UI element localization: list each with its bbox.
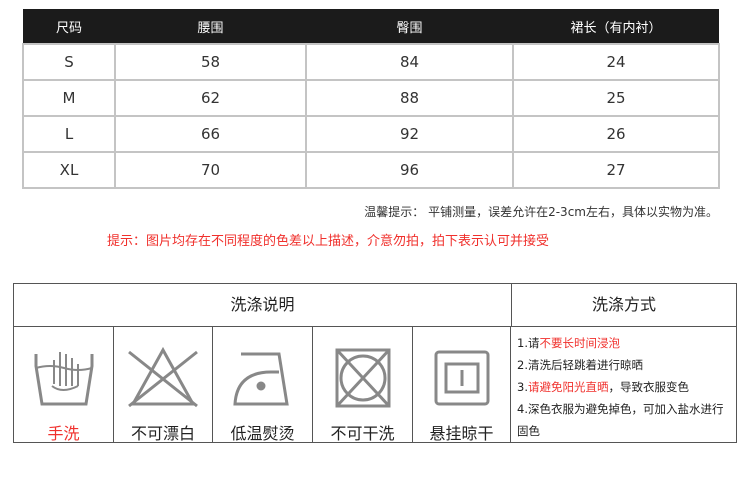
cell: 58 [114, 43, 307, 81]
method-highlight: 不要长时间浸泡 [539, 336, 620, 350]
method-highlight: 请避免阳光直晒 [527, 380, 609, 394]
table-row: L 66 92 26 [22, 115, 720, 153]
hand-wash-icon [34, 352, 93, 406]
cell: 96 [305, 151, 514, 189]
wash-item: 低温熨烫 [213, 326, 313, 443]
method-title: 洗涤方式 [511, 284, 737, 327]
no-bleach-icon [128, 346, 198, 408]
size-table-header: 尺码 腰围 臀围 裙长（有内衬） [23, 9, 719, 44]
cell: XL [22, 151, 116, 189]
wash-item: 不可干洗 [313, 326, 413, 443]
wash-label: 手洗 [47, 424, 80, 443]
wash-table: 洗涤说明 洗涤方式 手洗 不可漂白 低温熨烫 不可干洗 悬挂晾干 1.请不要长时… [13, 283, 737, 443]
no-dry-clean-icon [335, 348, 390, 408]
header-size: 尺码 [23, 9, 115, 44]
wash-label: 不可漂白 [130, 424, 195, 443]
cell: L [22, 115, 116, 153]
color-difference-tip: 提示：图片均存在不同程度的色差以上描述，介意勿拍，拍下表示认可并接受 [107, 234, 550, 249]
cell: 27 [512, 151, 720, 189]
cell: 62 [114, 79, 307, 117]
hang-dry-icon [434, 350, 489, 406]
method-text: 4.深色衣服为避免掉色，可加入盐水进行固色 [517, 402, 724, 438]
cell: 24 [512, 43, 720, 81]
method-item: 2.清洗后轻跳着进行晾晒 [517, 354, 731, 376]
cell: 92 [305, 115, 514, 153]
wash-label: 不可干洗 [330, 424, 395, 443]
table-row: M 62 88 25 [22, 79, 720, 117]
measurement-tip: 温馨提示： 平铺测量，误差允许在2-3cm左右，具体以实物为准。 [364, 205, 718, 219]
header-waist: 腰围 [115, 9, 306, 44]
cell: 26 [512, 115, 720, 153]
cell: 66 [114, 115, 307, 153]
method-item: 4.深色衣服为避免掉色，可加入盐水进行固色 [517, 398, 731, 442]
header-hip: 臀围 [306, 9, 513, 44]
method-item: 1.请不要长时间浸泡 [517, 332, 731, 354]
cell: 88 [305, 79, 514, 117]
header-length: 裙长（有内衬） [513, 9, 719, 44]
table-row: XL 70 96 27 [22, 151, 720, 189]
wash-label: 低温熨烫 [230, 424, 295, 443]
size-table: 尺码 腰围 臀围 裙长（有内衬） S 58 84 24 M 62 88 25 L 66 92 26… [22, 9, 720, 189]
wash-item: 不可漂白 [114, 326, 213, 443]
wash-methods-list: 1.请不要长时间浸泡 2.清洗后轻跳着进行晾晒 3.请避免阳光直晒，导致衣服变色… [511, 326, 737, 448]
cell: S [22, 43, 116, 81]
cell: M [22, 79, 116, 117]
method-item: 3.请避免阳光直晒，导致衣服变色 [517, 376, 731, 398]
method-text: ，导致衣服变色 [608, 380, 689, 394]
wash-label: 悬挂晾干 [429, 424, 494, 443]
cell: 84 [305, 43, 514, 81]
cell: 25 [512, 79, 720, 117]
method-text: 3. [517, 380, 528, 394]
low-iron-icon [232, 352, 289, 406]
method-text: 2.清洗后轻跳着进行晾晒 [517, 358, 643, 372]
wash-title: 洗涤说明 [14, 284, 512, 327]
cell: 70 [114, 151, 307, 189]
table-row: S 58 84 24 [22, 43, 720, 81]
wash-item: 手洗 [14, 326, 114, 443]
wash-item: 悬挂晾干 [413, 326, 511, 443]
method-text: 1.请 [517, 336, 540, 350]
